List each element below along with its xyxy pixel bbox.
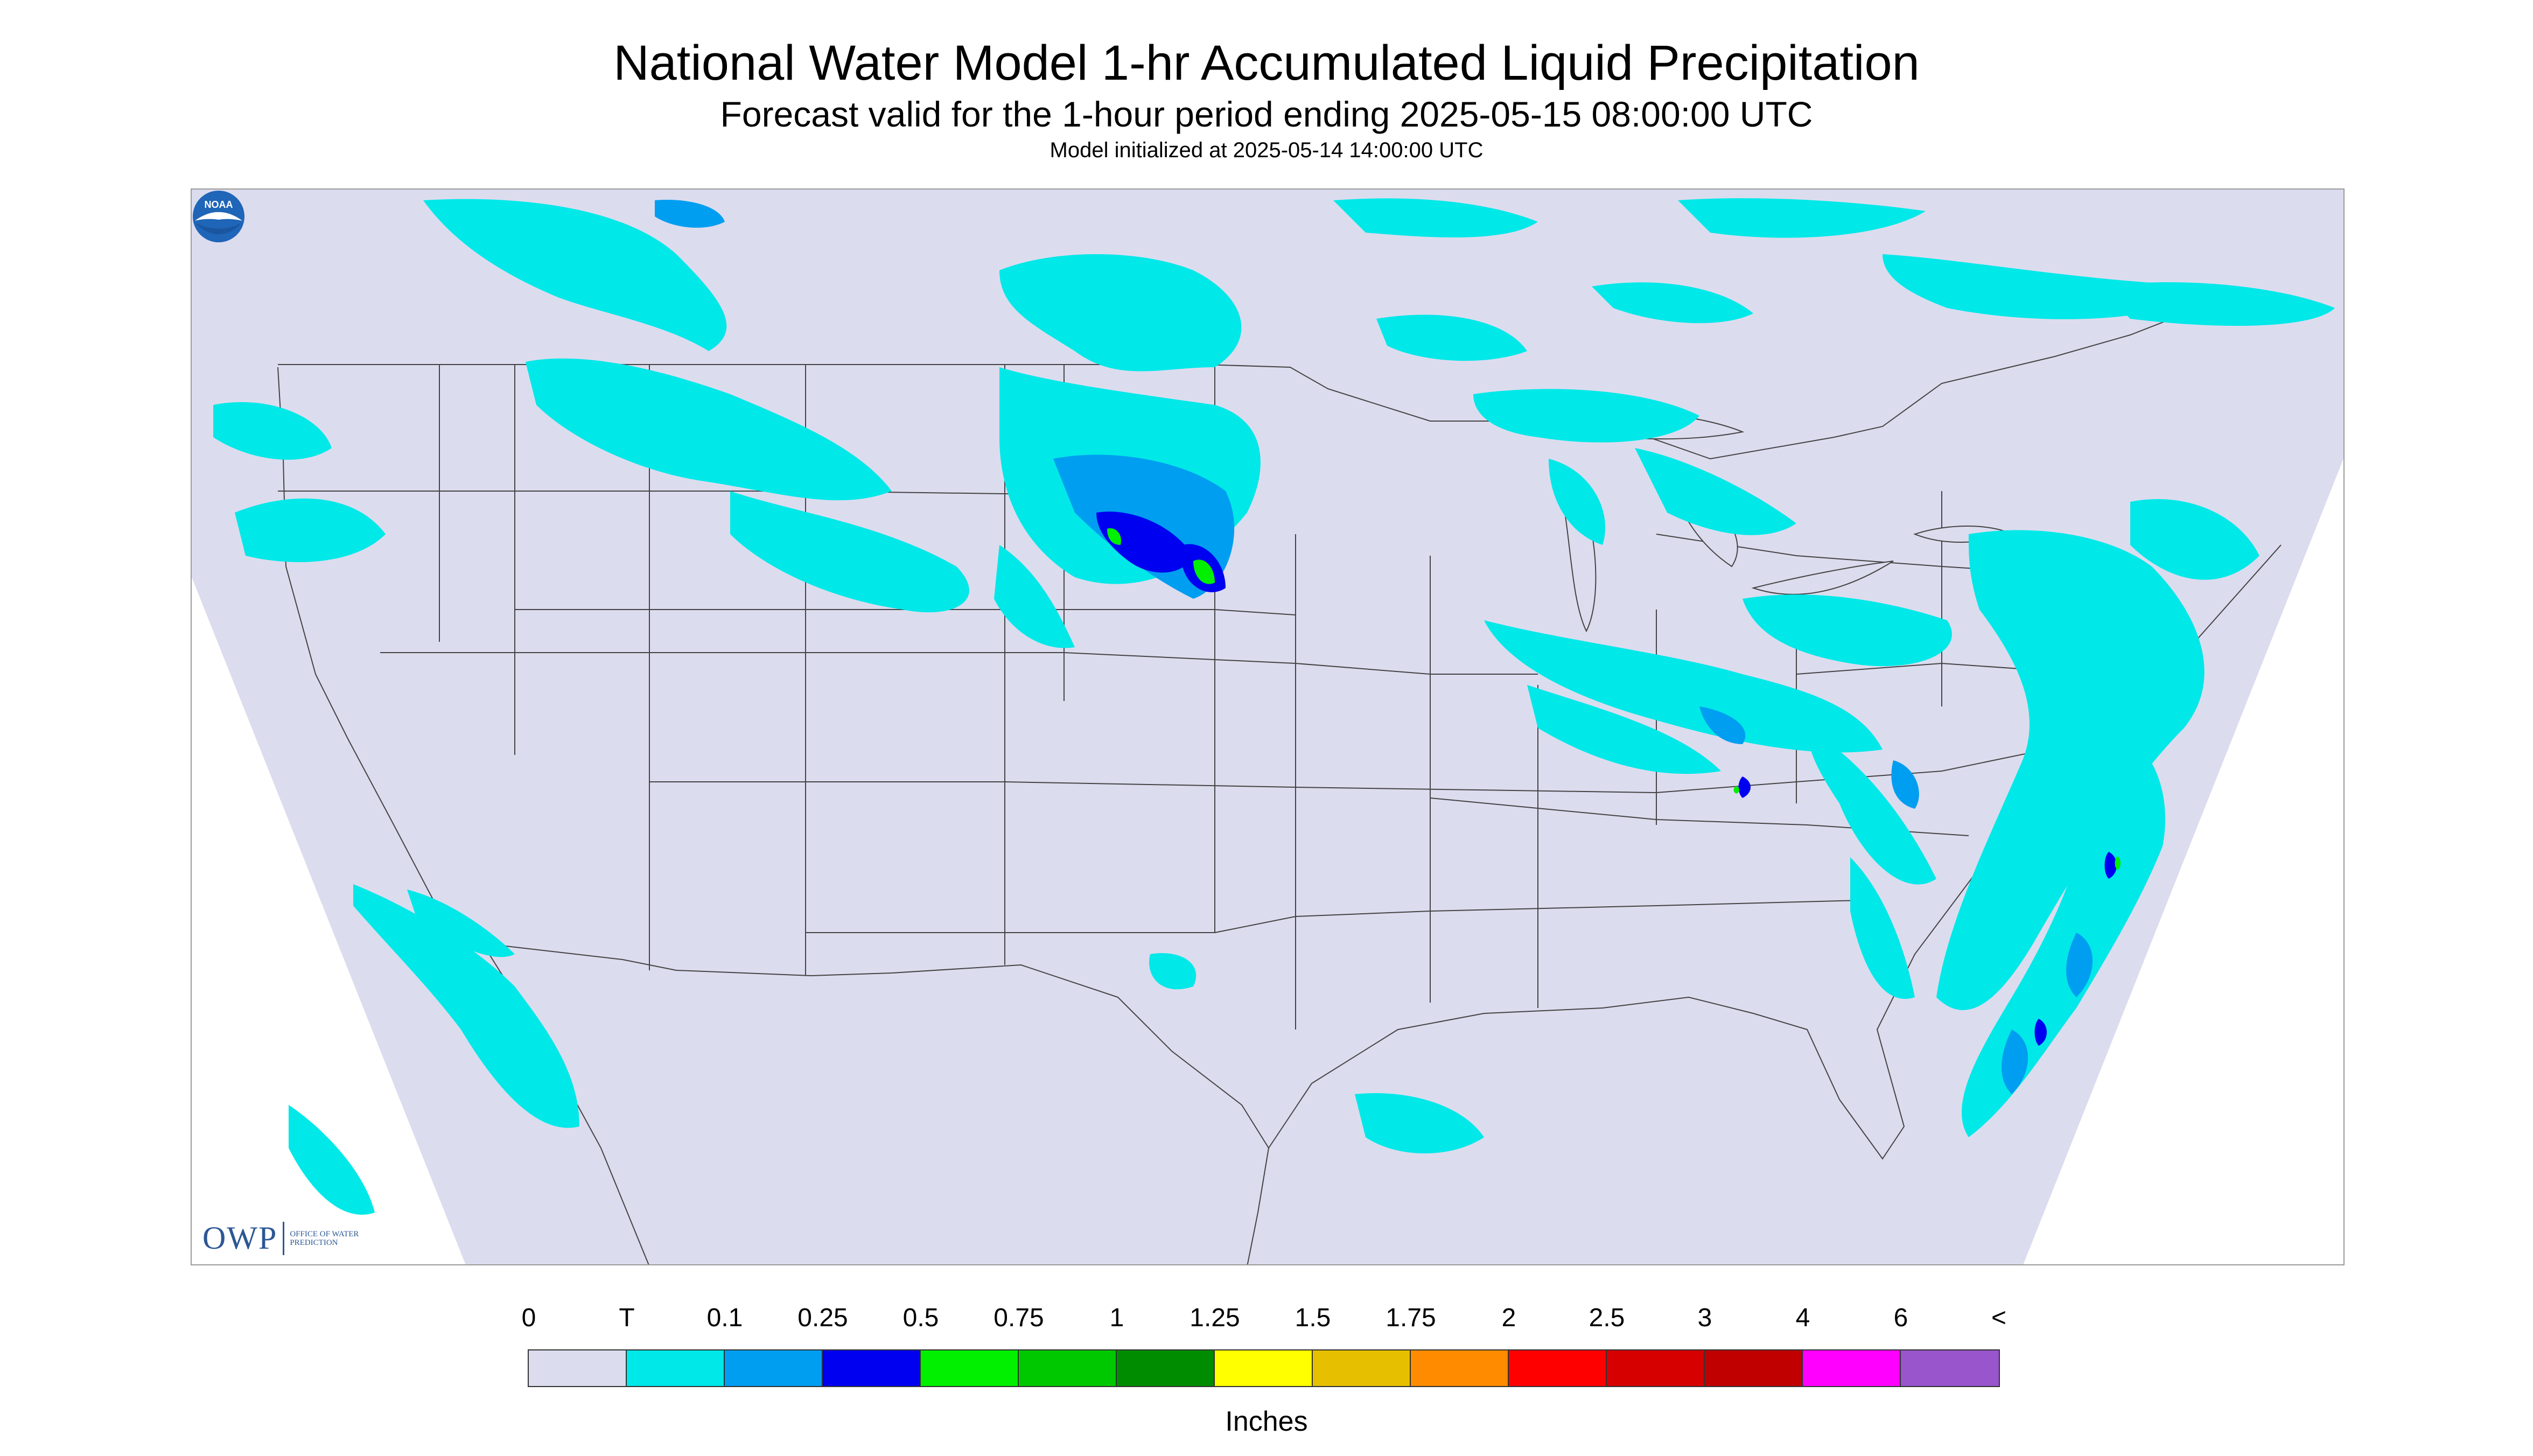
precipitation-map: OWP OFFICE OF WATER PREDICTION NOAA [191, 188, 2345, 1265]
page-title: National Water Model 1-hr Accumulated Li… [613, 36, 1920, 90]
legend-units-label: Inches [1225, 1406, 1308, 1437]
legend-tick-label: 0.75 [993, 1304, 1044, 1332]
legend-tick-label: 3 [1697, 1304, 1712, 1332]
noaa-seagull-logo-icon: NOAA [193, 191, 244, 242]
legend-tick-label: T [619, 1304, 635, 1332]
noaa-logo-text: NOAA [205, 199, 233, 210]
model-init-line: Model initialized at 2025-05-14 14:00:00… [1049, 138, 1484, 162]
owp-logo-divider [283, 1221, 285, 1255]
colorbar-swatch [1215, 1350, 1313, 1386]
owp-logo: OWP OFFICE OF WATER PREDICTION [202, 1220, 370, 1257]
legend-tick-label: 0.25 [797, 1304, 848, 1332]
legend-tick-label: < [1991, 1304, 2007, 1332]
legend-tick-label: 0.5 [902, 1304, 939, 1332]
legend-tick-label: 2.5 [1589, 1304, 1625, 1332]
colorbar-swatch [823, 1350, 921, 1386]
colorbar-swatch [1705, 1350, 1803, 1386]
owp-logo-letters: OWP [202, 1220, 278, 1256]
map-canvas [192, 190, 2343, 1264]
legend-tick-label: 0.1 [706, 1304, 743, 1332]
precip-green [1107, 528, 2121, 870]
legend-tick-labels: 0 T 0.1 0.25 0.5 0.75 1 1.25 1.5 1.75 2 2.5 3 4 6 < [0, 1302, 2533, 1340]
colorbar-swatch [627, 1350, 725, 1386]
precip-blue [1096, 512, 2117, 1046]
colorbar-swatch [1313, 1350, 1411, 1386]
colorbar-swatch [1901, 1350, 1999, 1386]
colorbar-swatch [1117, 1350, 1215, 1386]
colorbar-swatch [1607, 1350, 1705, 1386]
legend-tick-label: 1.75 [1386, 1304, 1436, 1332]
colorbar-swatch [1019, 1350, 1117, 1386]
legend-tick-label: 1.25 [1189, 1304, 1240, 1332]
owp-logo-words: OFFICE OF WATER PREDICTION [290, 1229, 359, 1247]
legend-tick-label: 1.5 [1295, 1304, 1331, 1332]
colorbar-swatch [725, 1350, 823, 1386]
colorbar-swatch [1411, 1350, 1509, 1386]
colorbar-swatch [921, 1350, 1019, 1386]
colorbar-swatch [529, 1350, 627, 1386]
colorbar-swatch [1803, 1350, 1901, 1386]
legend-tick-label: 4 [1795, 1304, 1810, 1332]
forecast-valid-subtitle: Forecast valid for the 1-hour period end… [720, 94, 1813, 134]
legend-tick-label: 6 [1893, 1304, 1908, 1332]
legend-tick-label: 0 [521, 1304, 536, 1332]
colorbar-swatch [1509, 1350, 1607, 1386]
legend-tick-label: 1 [1109, 1304, 1124, 1332]
precipitation-colorbar [528, 1349, 2000, 1387]
precip-trace-cyan [213, 198, 2335, 1215]
legend-tick-label: 2 [1501, 1304, 1516, 1332]
